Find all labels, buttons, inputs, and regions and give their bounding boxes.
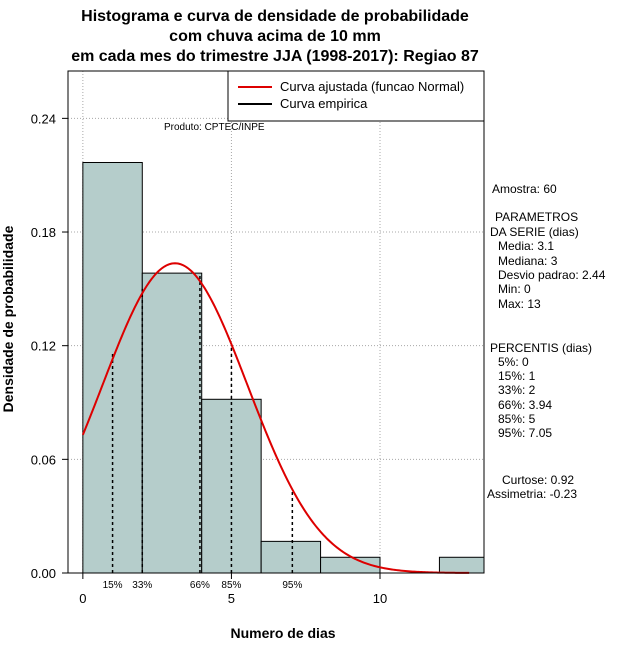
x-tick-label-2: 10 <box>373 591 387 606</box>
y-tick-label-3: 0.18 <box>31 225 56 240</box>
percentil-85: 85%: 5 <box>498 412 536 426</box>
y-tick-label-1: 0.06 <box>31 452 56 467</box>
percentile-label-1: 33% <box>132 580 152 591</box>
percentil-15: 15%: 1 <box>498 369 536 383</box>
chart-title-line-2: com chuva acima de 10 mm <box>169 28 381 45</box>
legend-label-empirical: Curva empirica <box>280 96 368 111</box>
param-median: Mediana: 3 <box>498 254 558 268</box>
percentile-label-0: 15% <box>103 580 123 591</box>
histogram-bar-1 <box>141 272 203 574</box>
percentil-5: 5%: 0 <box>498 355 529 369</box>
histogram-bar-3 <box>260 540 322 574</box>
percentil-95: 95%: 7.05 <box>498 426 552 440</box>
chart-title-line-3: em cada mes do trimestre JJA (1998-2017)… <box>71 48 479 65</box>
statistics-panel: Amostra: 60 PARAMETROS DA SERIE (dias) M… <box>487 182 606 501</box>
chart-title: Histograma e curva de densidade de proba… <box>71 8 479 65</box>
plot-area: 15% 33% 66% 85% 95% 0.00 0.06 0.12 0.18 0.24 0 5 10 <box>31 70 485 606</box>
percentile-label-2: 66% <box>190 580 210 591</box>
param-mean: Media: 3.1 <box>498 239 554 253</box>
sample-size: Amostra: 60 <box>492 182 557 196</box>
percentil-33: 33%: 2 <box>498 383 536 397</box>
param-std-dev: Desvio padrao: 2.44 <box>498 268 606 282</box>
chart-title-line-1: Histograma e curva de densidade de proba… <box>81 8 469 25</box>
y-tick-label-0: 0.00 <box>31 566 56 581</box>
legend: Curva ajustada (funcao Normal) Curva emp… <box>227 70 485 122</box>
y-tick-label-2: 0.12 <box>31 339 56 354</box>
skewness: Assimetria: -0.23 <box>487 487 577 501</box>
params-header-line-1: PARAMETROS <box>495 210 578 224</box>
percentile-label-3: 85% <box>221 580 241 591</box>
x-tick-label-1: 5 <box>228 591 235 606</box>
x-tick-label-0: 0 <box>79 591 86 606</box>
y-axis-label: Densidade de probabilidade <box>0 225 16 412</box>
params-header-line-2: DA SERIE (dias) <box>490 225 579 239</box>
product-credit: Produto: CPTEC/INPE <box>164 122 265 133</box>
percentis-header: PERCENTIS (dias) <box>490 341 592 355</box>
x-axis-label: Numero de dias <box>230 625 335 641</box>
legend-box <box>227 70 485 122</box>
param-max: Max: 13 <box>498 297 541 311</box>
percentil-66: 66%: 3.94 <box>498 398 552 412</box>
kurtosis: Curtose: 0.92 <box>502 473 574 487</box>
legend-label-normal: Curva ajustada (funcao Normal) <box>280 79 464 94</box>
y-tick-label-4: 0.24 <box>31 111 56 126</box>
percentile-label-4: 95% <box>282 580 302 591</box>
param-min: Min: 0 <box>498 282 531 296</box>
histogram-bar-6 <box>438 556 485 574</box>
normal-fit-curve <box>81 262 470 574</box>
